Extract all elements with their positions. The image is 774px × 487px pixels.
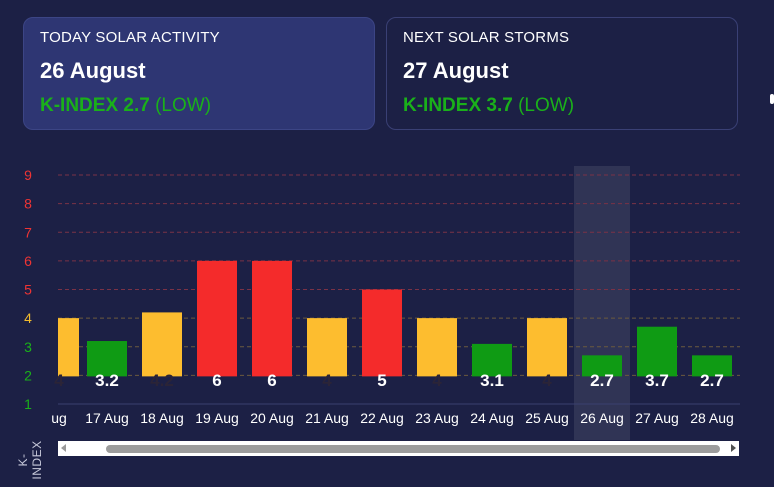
bar-value-label: 2.7: [590, 371, 614, 390]
next-kindex-value: K-INDEX 3.7: [403, 95, 513, 116]
scroll-edge-indicator: [770, 94, 774, 104]
bar: [87, 341, 127, 377]
scroll-right-arrow-icon[interactable]: [731, 444, 736, 452]
x-tick-label: 26 Aug: [580, 410, 624, 426]
next-card-label: NEXT SOLAR STORMS: [403, 29, 570, 46]
next-kindex-line: K-INDEX 3.7 (LOW): [403, 95, 721, 117]
x-tick-label: 22 Aug: [360, 410, 404, 426]
y-tick-label: 8: [24, 196, 32, 212]
bar: [637, 326, 677, 377]
x-tick-label: 19 Aug: [195, 410, 239, 426]
x-tick-label: 23 Aug: [415, 410, 459, 426]
highlight-column: [574, 166, 630, 440]
bar: [142, 312, 182, 377]
bar-value-label: 3.2: [95, 371, 119, 390]
x-tick-label: 20 Aug: [250, 410, 294, 426]
x-tick-label: ug: [51, 410, 67, 426]
today-card-label: TODAY SOLAR ACTIVITY: [40, 29, 220, 46]
next-solar-storms-card[interactable]: NEXT SOLAR STORMS 27 August K-INDEX 3.7 …: [386, 17, 738, 130]
y-tick-label: 9: [24, 167, 32, 183]
bar: [252, 260, 292, 377]
bar-value-label: 4: [432, 371, 442, 390]
bar-value-label: 4.2: [150, 371, 174, 390]
bar-value-label: 2.7: [700, 371, 724, 390]
bar-value-label: 3.7: [645, 371, 669, 390]
y-tick-label: 3: [24, 339, 32, 355]
y-tick-label: 7: [24, 224, 32, 240]
x-tick-label: 17 Aug: [85, 410, 129, 426]
bar: [582, 355, 622, 377]
bar: [472, 343, 512, 377]
y-tick-label: 4: [24, 310, 32, 326]
y-tick-label: 5: [24, 282, 32, 298]
y-tick-label: 2: [24, 367, 32, 383]
bar-value-label: 6: [212, 371, 221, 390]
next-date: 27 August: [403, 58, 509, 83]
y-tick-label: 1: [24, 396, 32, 412]
x-tick-label: 28 Aug: [690, 410, 734, 426]
kindex-bar-chart: 1 2 3 4 5 6 7 8 9 4 ug 3.2 17 Aug 4.2 18 Aug 6 19 Aug 6 20…: [24, 166, 740, 440]
x-tick-label: 25 Aug: [525, 410, 569, 426]
today-kindex-line: K-INDEX 2.7 (LOW): [40, 95, 358, 117]
bar-value-label: 3.1: [480, 371, 504, 390]
bar-value-label: 5: [377, 371, 386, 390]
bar: [362, 289, 402, 377]
today-date: 26 August: [40, 58, 146, 83]
bar-value-label: 4: [542, 371, 552, 390]
bar: [692, 355, 732, 377]
today-kindex-level: (LOW): [155, 95, 212, 116]
bar-value-label: 4: [54, 371, 64, 390]
bar: [527, 318, 567, 377]
bar-value-label: 6: [267, 371, 276, 390]
bar: [307, 318, 347, 377]
scroll-left-arrow-icon[interactable]: [61, 444, 66, 452]
y-axis-label-text: K-INDEX: [16, 440, 44, 480]
bar: [417, 318, 457, 377]
chart-horizontal-scrollbar[interactable]: [58, 441, 739, 456]
bar-value-label: 4: [322, 371, 332, 390]
today-kindex-value: K-INDEX 2.7: [40, 95, 150, 116]
y-tick-label: 6: [24, 253, 32, 269]
scrollbar-thumb[interactable]: [106, 445, 720, 453]
x-tick-label: 27 Aug: [635, 410, 679, 426]
x-tick-label: 21 Aug: [305, 410, 349, 426]
x-tick-label: 24 Aug: [470, 410, 514, 426]
bar: [197, 260, 237, 377]
y-axis-label: K-INDEX: [14, 428, 44, 480]
x-tick-label: 18 Aug: [140, 410, 184, 426]
today-solar-activity-card: TODAY SOLAR ACTIVITY 26 August K-INDEX 2…: [23, 17, 375, 130]
next-kindex-level: (LOW): [518, 95, 575, 116]
bar: [58, 318, 79, 377]
